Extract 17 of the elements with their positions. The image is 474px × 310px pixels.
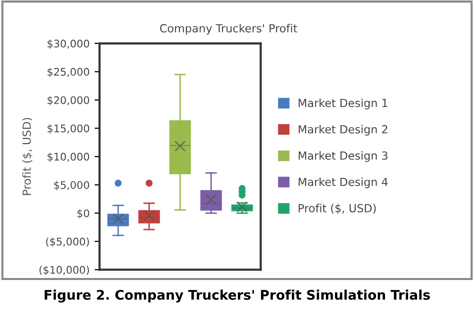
chart-title: Company Truckers' Profit bbox=[160, 24, 298, 35]
legend-label: Profit ($, USD) bbox=[298, 204, 376, 214]
legend-label: Market Design 2 bbox=[298, 124, 388, 136]
y-tick-label: $30,000 bbox=[48, 39, 90, 49]
y-axis-title: Profit ($, USD) bbox=[22, 118, 32, 195]
y-tick-label: ($10,000) bbox=[40, 266, 89, 276]
y-tick-label: $10,000 bbox=[48, 152, 90, 162]
y-tick-label: $15,000 bbox=[48, 124, 90, 134]
y-tick-label: ($5,000) bbox=[46, 237, 89, 247]
legend-label: Market Design 1 bbox=[298, 98, 388, 110]
y-tick-label: $25,000 bbox=[48, 68, 90, 78]
legend-label: Market Design 3 bbox=[298, 151, 388, 162]
y-tick-label: $0 bbox=[77, 209, 90, 219]
y-tick-label: $5,000 bbox=[54, 180, 90, 190]
legend-label: Market Design 4 bbox=[298, 177, 388, 188]
y-tick-label: $20,000 bbox=[48, 96, 90, 106]
caption: Figure 2. Company Truckers' Profit Simulation Trials bbox=[44, 290, 430, 302]
